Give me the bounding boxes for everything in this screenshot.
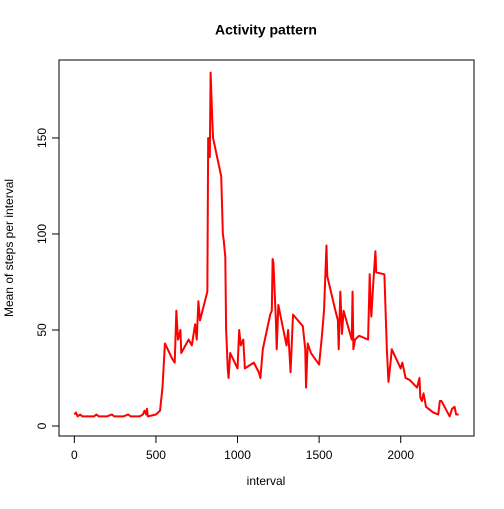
data-line [73, 71, 459, 418]
x-tick-label: 500 [146, 448, 166, 462]
y-tick-label: 100 [35, 224, 49, 244]
x-tick-label: 1500 [306, 448, 333, 462]
x-tick-label: 1000 [224, 448, 251, 462]
y-tick-label: 150 [35, 128, 49, 148]
y-axis-label: Mean of steps per interval [2, 179, 16, 317]
y-tick-label: 0 [35, 422, 49, 429]
x-tick-label: 2000 [387, 448, 414, 462]
x-axis-label: interval [247, 474, 286, 488]
y-tick-label: 50 [35, 323, 49, 337]
x-tick-label: 0 [71, 448, 78, 462]
plot-box [58, 59, 475, 437]
chart-title: Activity pattern [215, 22, 317, 38]
